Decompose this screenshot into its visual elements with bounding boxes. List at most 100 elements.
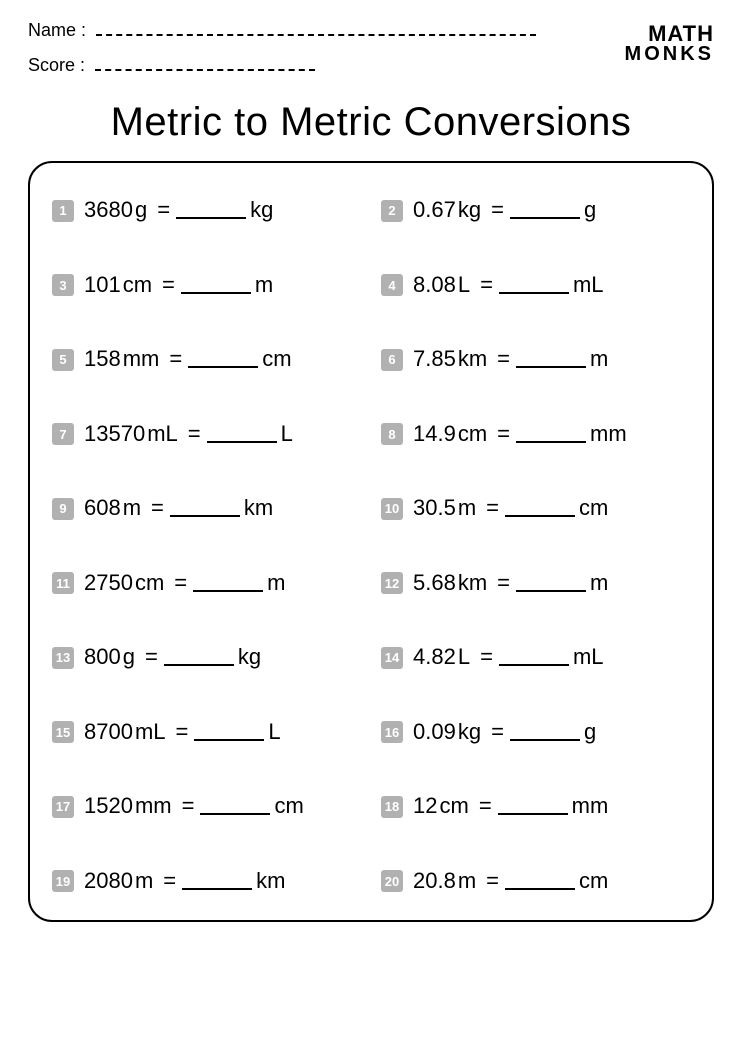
name-label: Name : bbox=[28, 20, 86, 41]
equals-sign: = bbox=[491, 719, 504, 745]
answer-blank bbox=[499, 664, 569, 666]
equals-sign: = bbox=[176, 719, 189, 745]
problem: 9608m=km bbox=[52, 495, 361, 522]
logo: MATH MONKS bbox=[625, 24, 714, 64]
problem-unit-to: cm bbox=[579, 868, 608, 894]
problem-number-badge: 1 bbox=[52, 200, 74, 222]
problem-quantity: 101 bbox=[84, 272, 121, 298]
answer-blank bbox=[193, 590, 263, 592]
name-blank-line bbox=[96, 34, 536, 36]
problem-unit-from: g bbox=[123, 644, 135, 670]
problem-unit-to: m bbox=[590, 346, 608, 372]
problem: 814.9cm=mm bbox=[381, 421, 690, 448]
problem-unit-to: km bbox=[244, 495, 273, 521]
equals-sign: = bbox=[169, 346, 182, 372]
problem: 2020.8m=cm bbox=[381, 868, 690, 895]
problem-unit-from: cm bbox=[123, 272, 152, 298]
equals-sign: = bbox=[479, 793, 492, 819]
problem-quantity: 8.08 bbox=[413, 272, 456, 298]
problem-unit-from: m bbox=[458, 495, 476, 521]
logo-line1: MATH bbox=[625, 24, 714, 45]
problem-unit-to: m bbox=[590, 570, 608, 596]
problem-unit-to: cm bbox=[274, 793, 303, 819]
problem-unit-from: mm bbox=[135, 793, 172, 819]
problem: 13680g=kg bbox=[52, 197, 361, 224]
problem-unit-from: cm bbox=[439, 793, 468, 819]
problem-unit-to: mm bbox=[572, 793, 609, 819]
problem-number-badge: 17 bbox=[52, 796, 74, 818]
equals-sign: = bbox=[486, 495, 499, 521]
score-row: Score : bbox=[28, 55, 625, 76]
problem-number-badge: 10 bbox=[381, 498, 403, 520]
problem-number-badge: 14 bbox=[381, 647, 403, 669]
problem-unit-from: cm bbox=[458, 421, 487, 447]
problem-number-badge: 7 bbox=[52, 423, 74, 445]
equals-sign: = bbox=[480, 644, 493, 670]
equals-sign: = bbox=[486, 868, 499, 894]
answer-blank bbox=[510, 217, 580, 219]
problem-unit-from: m bbox=[458, 868, 476, 894]
score-label: Score : bbox=[28, 55, 85, 76]
problem-quantity: 0.67 bbox=[413, 197, 456, 223]
problem-unit-to: g bbox=[584, 197, 596, 223]
problem-quantity: 8700 bbox=[84, 719, 133, 745]
problem: 158700mL=L bbox=[52, 719, 361, 746]
problem-grid: 13680g=kg20.67kg=g3101cm=m48.08L=mL5158m… bbox=[52, 197, 690, 894]
header: Name : Score : MATH MONKS bbox=[28, 20, 714, 90]
problem-number-badge: 6 bbox=[381, 349, 403, 371]
problem-unit-to: cm bbox=[579, 495, 608, 521]
problem: 3101cm=m bbox=[52, 272, 361, 299]
answer-blank bbox=[505, 515, 575, 517]
problem-quantity: 7.85 bbox=[413, 346, 456, 372]
header-fields: Name : Score : bbox=[28, 20, 625, 90]
answer-blank bbox=[182, 888, 252, 890]
problem-unit-from: km bbox=[458, 570, 487, 596]
answer-blank bbox=[516, 590, 586, 592]
problem: 1812cm=mm bbox=[381, 793, 690, 820]
problem-unit-from: kg bbox=[458, 197, 481, 223]
name-row: Name : bbox=[28, 20, 625, 41]
answer-blank bbox=[194, 739, 264, 741]
problem-number-badge: 2 bbox=[381, 200, 403, 222]
answer-blank bbox=[499, 292, 569, 294]
equals-sign: = bbox=[182, 793, 195, 819]
answer-blank bbox=[505, 888, 575, 890]
problem: 112750cm=m bbox=[52, 570, 361, 597]
equals-sign: = bbox=[497, 346, 510, 372]
problem-quantity: 14.9 bbox=[413, 421, 456, 447]
problem-quantity: 800 bbox=[84, 644, 121, 670]
answer-blank bbox=[207, 441, 277, 443]
problem-number-badge: 9 bbox=[52, 498, 74, 520]
problem: 2 0.67kg = g bbox=[381, 197, 690, 224]
problem-quantity: 12 bbox=[413, 793, 437, 819]
problem-unit-from: L bbox=[458, 644, 470, 670]
problem-unit-from: km bbox=[458, 346, 487, 372]
problem-unit-from: mL bbox=[135, 719, 166, 745]
problem: 144.82L=mL bbox=[381, 644, 690, 671]
answer-blank bbox=[510, 739, 580, 741]
problem-unit-to: mm bbox=[590, 421, 627, 447]
answer-blank bbox=[516, 441, 586, 443]
problem-box: 13680g=kg20.67kg=g3101cm=m48.08L=mL5158m… bbox=[28, 161, 714, 922]
problem-quantity: 30.5 bbox=[413, 495, 456, 521]
problem-number-badge: 4 bbox=[381, 274, 403, 296]
problem-unit-to: m bbox=[255, 272, 273, 298]
worksheet-title: Metric to Metric Conversions bbox=[28, 100, 714, 145]
problem-quantity: 2750 bbox=[84, 570, 133, 596]
answer-blank bbox=[188, 366, 258, 368]
problem-unit-to: km bbox=[256, 868, 285, 894]
problem-quantity: 5.68 bbox=[413, 570, 456, 596]
problem: 6 7.85km = m bbox=[381, 346, 690, 373]
equals-sign: = bbox=[188, 421, 201, 447]
problem-number-badge: 13 bbox=[52, 647, 74, 669]
logo-line2: MONKS bbox=[625, 45, 714, 64]
problem-quantity: 158 bbox=[84, 346, 121, 372]
problem-unit-from: mm bbox=[123, 346, 160, 372]
problem: 125.68km=m bbox=[381, 570, 690, 597]
problem: 10 30.5m = cm bbox=[381, 495, 690, 522]
problem-quantity: 4.82 bbox=[413, 644, 456, 670]
equals-sign: = bbox=[497, 421, 510, 447]
problem-unit-to: kg bbox=[250, 197, 273, 223]
equals-sign: = bbox=[491, 197, 504, 223]
problem-unit-to: mL bbox=[573, 272, 604, 298]
